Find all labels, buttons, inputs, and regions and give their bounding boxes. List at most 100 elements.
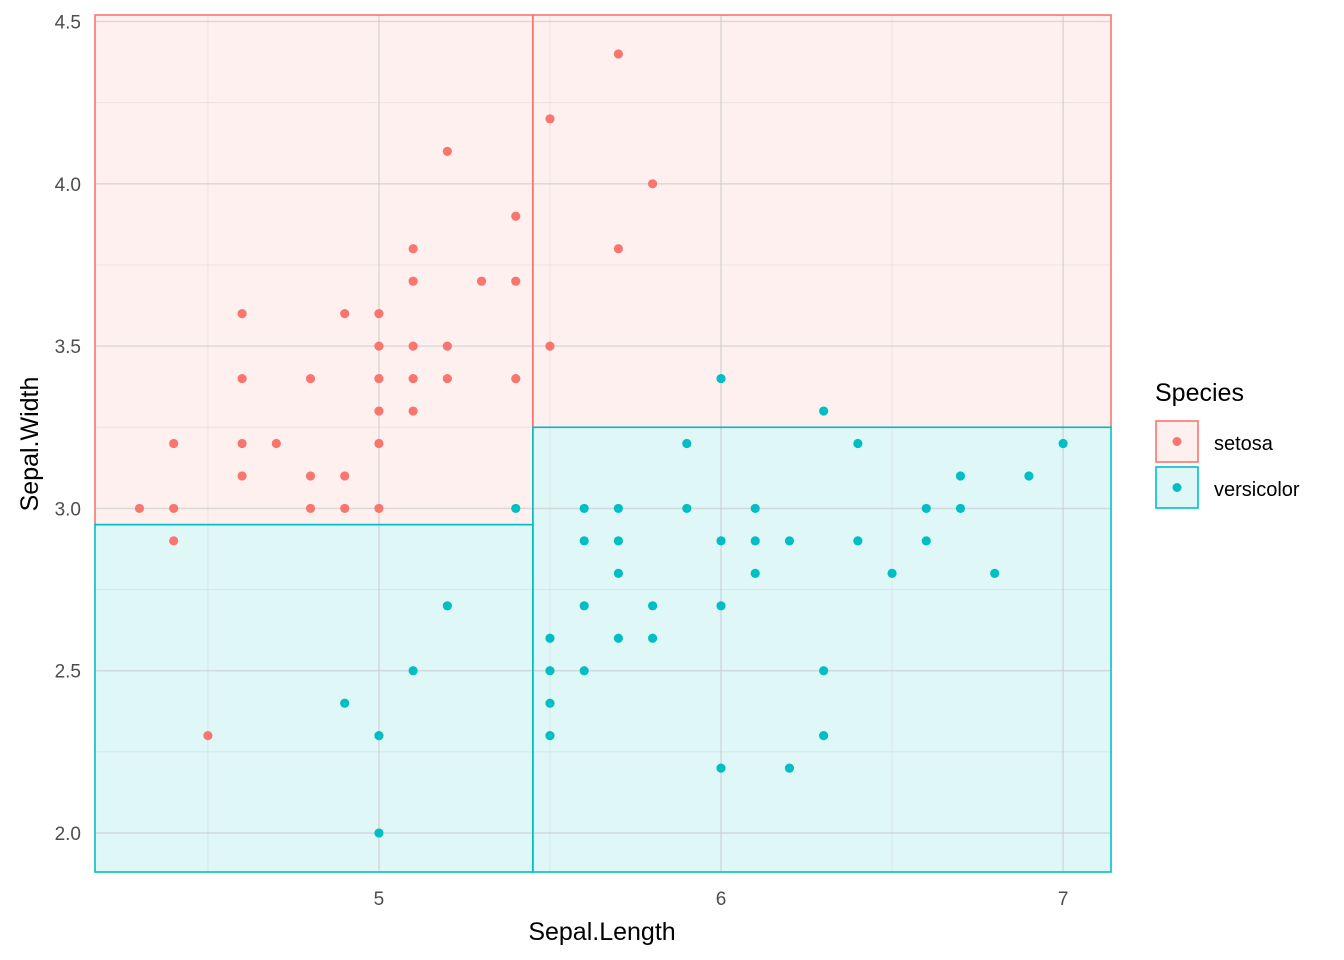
point-setosa <box>305 471 316 481</box>
x-tick-label: 5 <box>374 889 385 910</box>
data-points <box>134 49 1068 838</box>
point-versicolor <box>819 666 829 676</box>
point-setosa <box>340 503 350 514</box>
point-versicolor <box>682 503 692 514</box>
point-versicolor <box>579 601 589 611</box>
point-versicolor <box>921 503 931 514</box>
point-versicolor <box>682 438 692 449</box>
point-versicolor <box>340 698 350 708</box>
point-versicolor <box>853 536 863 546</box>
point-setosa <box>408 373 418 384</box>
legend-label-versicolor: versicolor <box>1214 479 1300 501</box>
decision-regions <box>95 15 1111 872</box>
point-versicolor <box>819 406 829 416</box>
point-setosa <box>374 406 384 416</box>
point-versicolor <box>716 373 726 384</box>
region-borders <box>94 14 1112 873</box>
point-versicolor <box>613 503 623 514</box>
point-versicolor <box>374 731 384 741</box>
point-versicolor <box>1058 438 1068 449</box>
point-setosa <box>648 179 658 189</box>
point-setosa <box>476 276 487 286</box>
point-setosa <box>169 503 179 514</box>
point-setosa <box>442 373 452 384</box>
point-versicolor <box>750 503 760 514</box>
x-tick-label: 7 <box>1058 889 1069 910</box>
region-setosa-0 <box>95 15 533 525</box>
point-setosa <box>408 406 418 416</box>
y-tick-label: 3.0 <box>55 499 81 520</box>
point-versicolor <box>442 601 452 611</box>
y-axis-ticks: 2.0 2.5 3.0 3.5 4.0 4.5 <box>55 12 81 845</box>
point-versicolor <box>784 763 795 773</box>
point-setosa <box>305 503 316 514</box>
x-axis-ticks: 5 6 7 <box>374 889 1069 910</box>
point-versicolor <box>545 731 555 741</box>
y-tick-label: 4.5 <box>55 12 81 33</box>
region-versicolor-2 <box>95 524 533 872</box>
point-setosa <box>169 438 179 449</box>
legend-point-setosa <box>1172 437 1182 446</box>
point-versicolor <box>990 568 1000 578</box>
point-setosa <box>374 438 384 449</box>
point-versicolor <box>648 633 658 643</box>
y-tick-label: 2.5 <box>55 662 81 683</box>
point-versicolor <box>579 666 589 676</box>
point-versicolor <box>750 536 760 546</box>
point-versicolor <box>579 503 589 514</box>
point-setosa <box>408 341 418 351</box>
region-setosa-1 <box>532 15 1111 428</box>
point-setosa <box>374 503 384 514</box>
legend-point-versicolor <box>1172 483 1182 492</box>
point-versicolor <box>887 568 897 578</box>
point-setosa <box>305 373 316 384</box>
point-setosa <box>237 309 247 319</box>
point-versicolor <box>819 731 829 741</box>
legend-label-setosa: setosa <box>1214 433 1274 455</box>
point-versicolor <box>955 503 966 514</box>
point-setosa <box>545 114 555 124</box>
point-versicolor <box>784 536 795 546</box>
point-setosa <box>442 341 452 351</box>
point-versicolor <box>545 698 555 708</box>
point-versicolor <box>853 438 863 449</box>
point-versicolor <box>545 666 555 676</box>
point-setosa <box>511 276 521 286</box>
point-setosa <box>271 438 281 449</box>
y-axis-title: Sepal.Width <box>16 377 44 512</box>
point-setosa <box>408 244 418 254</box>
point-setosa <box>374 309 384 319</box>
point-setosa <box>442 146 452 156</box>
point-versicolor <box>955 471 966 481</box>
point-versicolor <box>613 536 623 546</box>
point-setosa <box>237 438 247 449</box>
x-axis-title: Sepal.Length <box>528 918 675 946</box>
point-versicolor <box>921 536 931 546</box>
point-versicolor <box>716 763 726 773</box>
point-setosa <box>237 471 247 481</box>
region-versicolor-3 <box>532 427 1111 872</box>
point-setosa <box>511 211 521 221</box>
point-versicolor <box>545 633 555 643</box>
region-border-versicolor-3 <box>532 426 1112 873</box>
legend: Species setosa versicolor <box>1155 379 1300 509</box>
point-setosa <box>613 49 623 59</box>
point-setosa <box>408 276 418 286</box>
point-versicolor <box>716 536 726 546</box>
y-tick-label: 3.5 <box>55 337 81 358</box>
y-tick-label: 2.0 <box>55 824 81 845</box>
point-setosa <box>340 309 350 319</box>
point-setosa <box>134 503 145 514</box>
point-setosa <box>511 373 521 384</box>
point-versicolor <box>613 568 623 578</box>
point-versicolor <box>374 828 384 838</box>
point-setosa <box>613 244 623 254</box>
point-setosa <box>374 341 384 351</box>
point-setosa <box>545 341 555 351</box>
point-setosa <box>374 373 384 384</box>
x-tick-label: 6 <box>716 889 727 910</box>
point-versicolor <box>511 503 521 514</box>
point-versicolor <box>408 666 418 676</box>
point-setosa <box>169 536 179 546</box>
